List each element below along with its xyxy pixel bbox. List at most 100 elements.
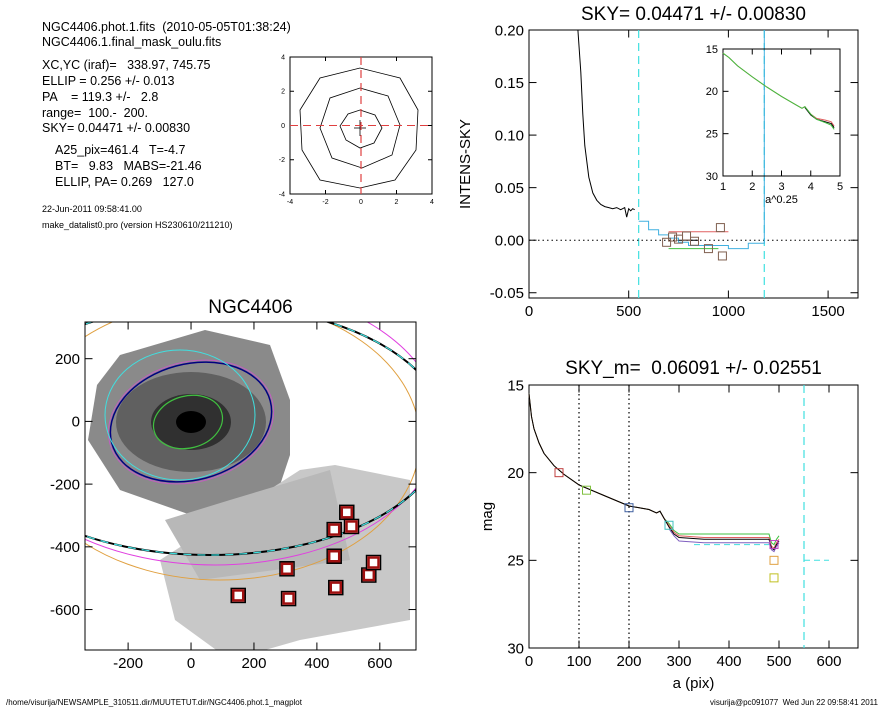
info-line: ELLIP = 0.256 +/- 0.013 [42, 74, 175, 88]
masked-box [340, 506, 354, 519]
chart-title: NGC4406 [208, 297, 293, 318]
masked-box [280, 590, 297, 607]
plot-frame [84, 321, 417, 651]
masked-box [326, 521, 342, 538]
masked-box [327, 549, 341, 563]
y-tick-label: 20 [507, 465, 524, 482]
x-tick-label: 4 [430, 199, 434, 206]
x-tick-label: 400 [716, 653, 741, 670]
y-axis-label: INTENS-SKY [457, 119, 474, 209]
y-tick-label: 25 [706, 129, 718, 141]
x-tick-label: -200 [113, 655, 143, 672]
y-tick-label: 0.15 [495, 75, 524, 92]
masked-box [282, 592, 295, 605]
chart-title: SKY= 0.04471 +/- 0.00830 [581, 4, 806, 25]
y-tick-label: -400 [50, 539, 80, 556]
x-tick-label: 4 [808, 181, 814, 193]
point [582, 485, 591, 495]
y-tick-label: 0 [72, 414, 80, 431]
x-tick-label: 200 [616, 653, 641, 670]
profile-line [577, 29, 635, 218]
masked-box [327, 523, 341, 536]
chart-title: SKY_m= 0.06091 +/- 0.02551 [565, 358, 822, 379]
y-tick-label: 30 [507, 640, 524, 657]
y-tick-label: 15 [507, 377, 524, 394]
x-tick-label: 200 [241, 655, 266, 672]
point [662, 237, 672, 247]
masked-box [280, 562, 294, 576]
x-tick-label: 2 [749, 181, 755, 193]
info-line: PA = 119.3 +/- 2.8 [42, 90, 158, 104]
point [668, 232, 678, 242]
y-tick-label: 25 [507, 553, 524, 570]
point [717, 251, 727, 261]
point [624, 503, 634, 513]
y-tick-label: 4 [281, 54, 285, 61]
masked-box [230, 587, 246, 604]
x-tick-label: 100 [566, 653, 591, 670]
point [769, 573, 779, 583]
masked-box [328, 579, 344, 596]
x-tick-label: 1 [720, 181, 726, 193]
x-tick-label: 500 [766, 653, 791, 670]
y-tick-label: 0.10 [495, 127, 524, 144]
point [715, 223, 725, 233]
x-tick-label: 300 [666, 653, 691, 670]
y-tick-label: -200 [50, 476, 80, 493]
y-axis-label: mag [479, 502, 496, 531]
x-tick-label: 0 [359, 199, 363, 206]
y-tick-label: 200 [55, 351, 80, 368]
info-line: XC,YC (iraf)= 338.97, 745.75 [42, 58, 211, 72]
y-tick-label: 0 [281, 123, 285, 130]
masked-box [367, 556, 380, 569]
masked-box [279, 561, 295, 577]
info-line: BT= 9.83 MABS=-21.46 [55, 159, 202, 173]
y-tick-label: 2 [281, 89, 285, 96]
y-tick-label: 0.00 [495, 232, 524, 249]
y-tick-label: 30 [706, 171, 718, 183]
x-tick-label: -4 [287, 199, 293, 206]
info-line: range= 100.- 200. [42, 106, 148, 120]
info-line: ELLIP, PA= 0.269 127.0 [55, 175, 194, 189]
info-line: NGC4406.phot.1.fits (2010-05-05T01:38:24… [42, 20, 291, 34]
x-tick-label: 500 [616, 303, 641, 320]
point [682, 231, 692, 241]
x-tick-label: 0 [187, 655, 195, 672]
x-axis-label: a (pix) [673, 675, 715, 692]
y-tick-label: -4 [279, 191, 285, 198]
masked-box [365, 554, 382, 571]
point [703, 244, 713, 254]
info-line: A25_pix=461.4 T=-4.7 [55, 143, 185, 157]
x-tick-label: 0 [525, 653, 533, 670]
footer-left: /home/visurija/NEWSAMPLE_310511.dir/MUUT… [6, 698, 303, 707]
y-tick-label: 0.05 [495, 180, 524, 197]
x-tick-label: 400 [304, 655, 329, 672]
x-tick-label: 5 [837, 181, 843, 193]
point [554, 468, 564, 478]
chart-contour: -4 -2 0 2 4 -4 -2 0 2 4 [279, 54, 434, 206]
plot-frame [528, 384, 859, 649]
y-tick-label: -2 [279, 157, 285, 164]
chart-line: 0 100 200 300 400 500 600 15 20 25 30 SKY_m= 0.0609… [479, 358, 859, 692]
point [689, 236, 699, 246]
x-tick-label: 1000 [712, 303, 745, 320]
info-line: SKY= 0.04471 +/- 0.00830 [42, 121, 190, 135]
y-tick-label: -0.05 [490, 285, 524, 302]
x-axis-label: a^0.25 [765, 194, 798, 206]
x-tick-label: -2 [322, 199, 328, 206]
point [664, 520, 674, 530]
masked-box [343, 518, 360, 535]
masked-box [345, 520, 358, 533]
chart-image: -200 0 200 400 600 200 0 -200 -400 -600 NGC4406 [50, 297, 417, 672]
footer-right: visurija@pc091077 Wed Jun 22 09:58:41 20… [710, 698, 878, 707]
y-tick-label: 15 [706, 44, 718, 56]
chart-inset: 1 2 3 4 5 15 20 25 30 a^0.25 [706, 44, 843, 206]
x-tick-label: 600 [816, 653, 841, 670]
x-tick-label: 0 [525, 303, 533, 320]
plot-frame [528, 29, 859, 299]
contours [299, 67, 419, 189]
x-tick-label: 1500 [811, 303, 844, 320]
masked-box [329, 581, 343, 594]
profile-line [528, 393, 780, 551]
